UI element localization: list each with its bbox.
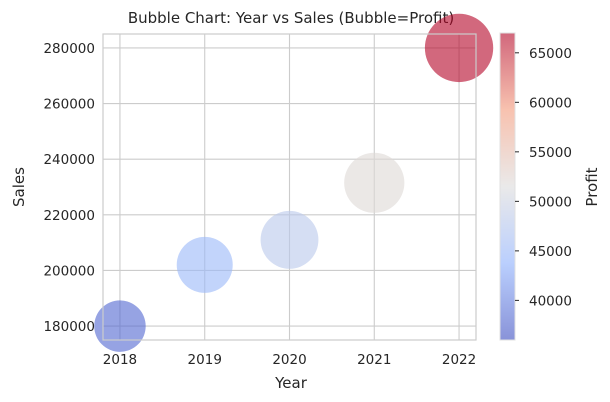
colorbar-tick-label: 45000 [529,244,572,260]
y-tick-labels: 180000 200000 220000 240000 260000 280000 [43,41,95,335]
y-tick-label: 280000 [43,41,95,57]
x-tick-label: 2019 [188,352,222,368]
bubble-2020 [260,210,319,269]
grid-lines [103,34,476,340]
plot-frame [102,33,477,341]
y-tick-label: 180000 [43,319,95,335]
y-tick-label: 240000 [43,152,95,168]
colorbar-tick-label: 50000 [529,194,572,210]
bubble-2019 [176,236,233,293]
colorbar-label: Profit [583,167,601,206]
y-tick-label: 260000 [43,97,95,113]
colorbar [499,32,516,341]
x-axis-label: Year [274,374,308,392]
y-axis-label: Sales [10,167,28,207]
chart-title: Bubble Chart: Year vs Sales (Bubble=Prof… [128,9,454,27]
x-tick-label: 2018 [103,352,137,368]
y-tick-label: 200000 [43,263,95,279]
colorbar-tick-label: 40000 [529,293,572,309]
y-tick-label: 220000 [43,208,95,224]
x-tick-labels: 2018 2019 2020 2021 2022 [103,352,476,368]
colorbar-tick-label: 55000 [529,145,572,161]
bubble-2021 [344,152,405,213]
x-tick-label: 2022 [442,352,476,368]
bubble-2022 [424,13,494,83]
bubble-2018 [94,300,146,352]
colorbar-tick-label: 60000 [529,95,572,111]
colorbar-tick-label: 65000 [529,46,572,62]
colorbar-tick-labels: 40000 45000 50000 55000 60000 65000 [515,46,572,309]
x-tick-label: 2021 [357,352,391,368]
bubbles [94,13,494,352]
x-tick-label: 2020 [272,352,306,368]
